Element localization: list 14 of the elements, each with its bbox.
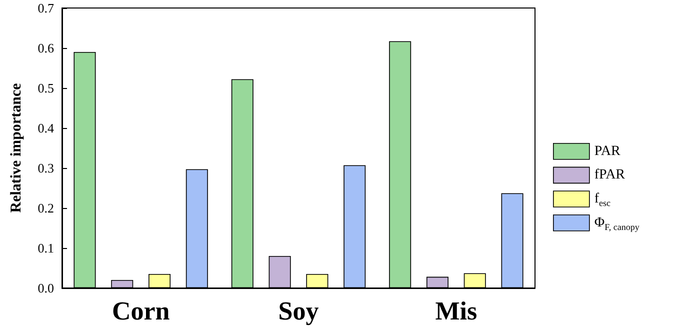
y-tick-label: 0.4 xyxy=(38,120,54,136)
y-tick-label: 0.3 xyxy=(38,160,54,176)
y-axis-title: Relative importance xyxy=(8,82,24,213)
y-tick-label: 0.7 xyxy=(38,0,54,16)
y-tick-label: 0.2 xyxy=(38,200,54,216)
legend-label: PAR xyxy=(594,144,622,159)
x-tick-label: Soy xyxy=(278,296,319,326)
x-tick-label: Corn xyxy=(112,296,170,326)
y-tick-label: 0.6 xyxy=(38,40,54,56)
x-tick-label: Mis xyxy=(435,296,478,326)
legend-label: fPAR xyxy=(594,168,626,183)
y-tick-label: 0.5 xyxy=(38,80,54,96)
y-tick-label: 0.1 xyxy=(38,240,54,256)
y-tick-label: 0.0 xyxy=(38,280,54,296)
